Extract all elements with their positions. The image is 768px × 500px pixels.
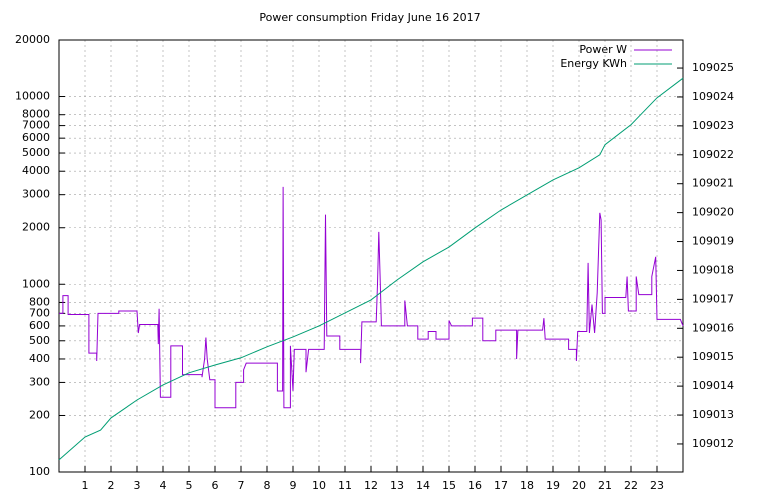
y2-tick-label: 109020 (692, 206, 734, 219)
x-tick-label: 9 (290, 479, 297, 492)
x-tick-label: 23 (650, 479, 664, 492)
y2-tick-label: 109019 (692, 235, 734, 248)
x-tick-label: 4 (160, 479, 167, 492)
x-tick-label: 11 (338, 479, 352, 492)
x-tick-label: 7 (238, 479, 245, 492)
y2-tick-label: 109017 (692, 292, 734, 305)
legend-label: Energy KWh (560, 57, 627, 70)
y2-tick-label: 109016 (692, 321, 734, 334)
x-tick-label: 8 (264, 479, 271, 492)
y-tick-label: 7000 (22, 119, 50, 132)
plot-border (58, 39, 684, 473)
y2-tick-label: 109012 (692, 437, 734, 450)
y-tick-label: 700 (29, 306, 50, 319)
x-tick-label: 16 (468, 479, 482, 492)
x-tick-label: 21 (598, 479, 612, 492)
x-tick-label: 6 (212, 479, 219, 492)
x-tick-label: 15 (442, 479, 456, 492)
x-tick-label: 18 (520, 479, 534, 492)
y2-tick-label: 109013 (692, 408, 734, 421)
y-tick-label: 10000 (15, 90, 50, 103)
x-tick-label: 19 (546, 479, 560, 492)
x-tick-label: 14 (416, 479, 430, 492)
series-line (58, 77, 684, 461)
y2-tick-label: 109025 (692, 61, 734, 74)
y-tick-label: 20000 (15, 33, 50, 46)
x-tick-label: 1 (82, 479, 89, 492)
y2-tick-label: 109014 (692, 379, 734, 392)
y-tick-label: 500 (29, 334, 50, 347)
y-tick-label: 8000 (22, 108, 50, 121)
x-tick-label: 20 (572, 479, 586, 492)
y-tick-label: 4000 (22, 164, 50, 177)
y-tick-label: 600 (29, 319, 50, 332)
y-tick-label: 800 (29, 295, 50, 308)
y-tick-label: 6000 (22, 131, 50, 144)
y-tick-label: 5000 (22, 146, 50, 159)
x-tick-label: 3 (134, 479, 141, 492)
x-tick-label: 12 (364, 479, 378, 492)
x-tick-label: 10 (312, 479, 326, 492)
y2-tick-label: 109018 (692, 263, 734, 276)
x-tick-label: 5 (186, 479, 193, 492)
legend-label: Power W (579, 43, 627, 56)
y-tick-label: 100 (29, 465, 50, 478)
y-tick-label: 2000 (22, 221, 50, 234)
y2-tick-label: 109024 (692, 90, 734, 103)
y-tick-label: 200 (29, 408, 50, 421)
y-tick-label: 1000 (22, 277, 50, 290)
series-line (59, 186, 684, 409)
y-tick-label: 3000 (22, 188, 50, 201)
x-tick-label: 2 (108, 479, 115, 492)
x-tick-label: 17 (494, 479, 508, 492)
y2-tick-label: 109023 (692, 119, 734, 132)
y2-tick-label: 109022 (692, 148, 734, 161)
x-tick-label: 13 (390, 479, 404, 492)
y2-tick-label: 109015 (692, 350, 734, 363)
y-tick-label: 400 (29, 352, 50, 365)
x-tick-label: 22 (624, 479, 638, 492)
y2-tick-label: 109021 (692, 177, 734, 190)
chart-title: Power consumption Friday June 16 2017 (259, 11, 480, 24)
y-tick-label: 300 (29, 375, 50, 388)
